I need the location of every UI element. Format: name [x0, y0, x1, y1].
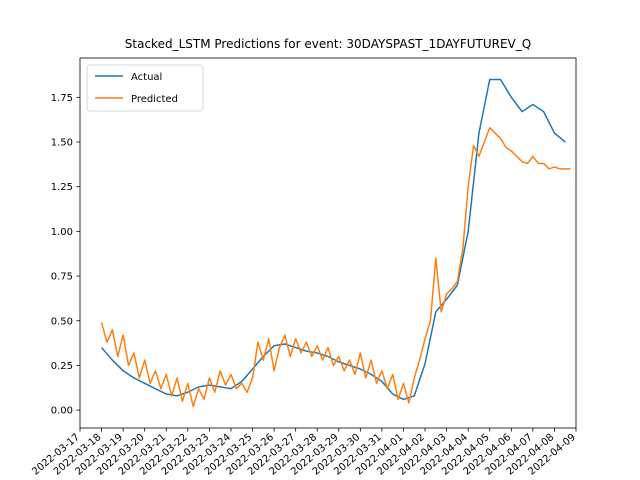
legend: Actual Predicted: [86, 64, 204, 112]
y-tick-label: 0.50: [51, 316, 73, 327]
series-layer: [100, 78, 571, 408]
legend-label: Predicted: [131, 94, 178, 105]
y-tick-label: 0.25: [51, 361, 73, 372]
y-tick-label: 0.75: [51, 272, 73, 283]
y-tick-label: 1.00: [51, 227, 73, 238]
plot-frame: [79, 57, 577, 429]
axes-layer: 0.000.250.500.751.001.251.501.752022-03-…: [30, 57, 578, 478]
series-line-actual: [101, 78, 566, 401]
y-tick-label: 1.75: [51, 93, 73, 104]
series-line-predicted: [100, 126, 571, 408]
y-tick-label: 0.00: [51, 406, 73, 417]
chart-title: Stacked_LSTM Predictions for event: 30DA…: [125, 37, 531, 51]
y-tick-label: 1.50: [51, 138, 73, 149]
legend-label: Actual: [131, 72, 162, 83]
y-tick-label: 1.25: [51, 182, 73, 193]
